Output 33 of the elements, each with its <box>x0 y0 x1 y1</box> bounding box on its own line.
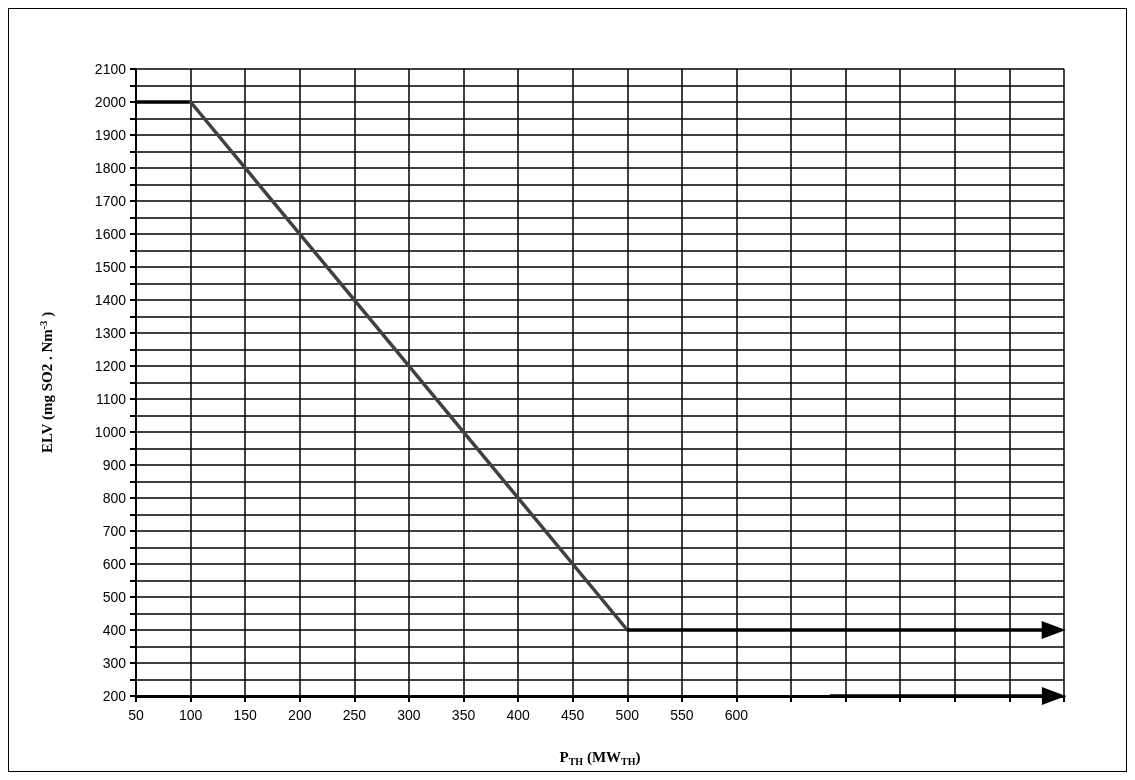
y-tick-label: 200 <box>102 688 127 704</box>
x-tick-label: 550 <box>670 707 694 723</box>
y-tick-label: 2100 <box>94 61 127 77</box>
x-tick-label: 450 <box>561 707 585 723</box>
y-tick-label: 1400 <box>94 292 127 308</box>
x-tick-label: 500 <box>615 707 640 723</box>
y-tick-label: 400 <box>102 622 127 638</box>
y-tick-label: 900 <box>102 457 127 473</box>
x-tick-label: 200 <box>288 707 312 723</box>
y-tick-label: 500 <box>102 589 127 605</box>
y-tick-label: 600 <box>102 556 127 572</box>
y-tick-label: 1500 <box>94 259 127 275</box>
y-tick-label: 1200 <box>94 358 127 374</box>
x-tick-label: 350 <box>451 707 476 723</box>
x-tick-label: 300 <box>397 707 421 723</box>
y-tick-label: 700 <box>102 523 127 539</box>
y-tick-label: 1600 <box>94 226 127 242</box>
y-tick-label: 2000 <box>94 94 127 110</box>
y-axis-title: ELV (mg SO2 . Nm-3) <box>37 311 56 454</box>
y-tick-label: 1700 <box>94 193 127 209</box>
y-tick-label: 1300 <box>94 325 127 341</box>
y-tick-label: 1000 <box>94 424 127 440</box>
y-tick-label: 1100 <box>95 391 127 407</box>
x-tick-label: 600 <box>724 707 749 723</box>
x-tick-label: 50 <box>128 707 144 723</box>
y-tick-label: 1900 <box>94 127 127 143</box>
x-tick-label: 100 <box>178 707 203 723</box>
y-tick-label: 1800 <box>94 160 127 176</box>
x-tick-label: 150 <box>233 707 258 723</box>
y-tick-label: 300 <box>102 655 127 671</box>
y-tick-label: 800 <box>102 490 127 506</box>
x-tick-label: 250 <box>342 707 367 723</box>
x-tick-label: 400 <box>506 707 531 723</box>
